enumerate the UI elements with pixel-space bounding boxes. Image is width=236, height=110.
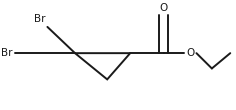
Text: O: O: [160, 3, 168, 13]
Text: O: O: [186, 48, 194, 58]
Text: Br: Br: [34, 14, 45, 24]
Text: Br: Br: [1, 48, 13, 58]
